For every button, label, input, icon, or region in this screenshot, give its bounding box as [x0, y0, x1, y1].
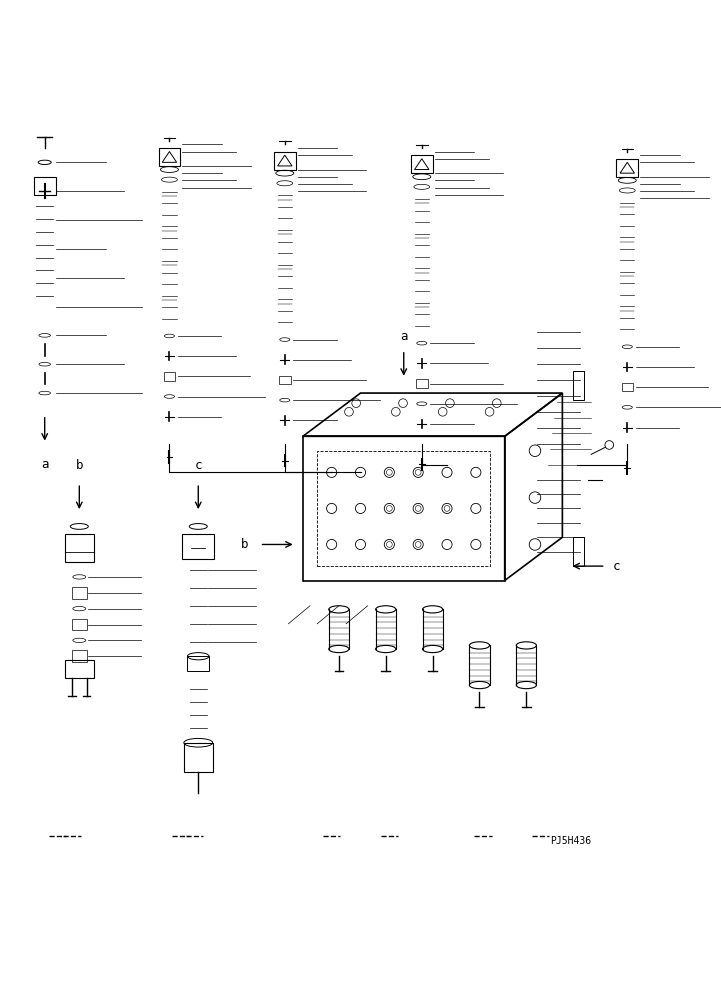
Bar [164, 372, 175, 380]
Bar [65, 660, 94, 678]
Text: PJ5H436: PJ5H436 [550, 837, 591, 847]
Bar [616, 159, 638, 177]
Bar [573, 371, 584, 400]
Text: a: a [41, 458, 48, 471]
Text: b: b [242, 538, 249, 551]
Bar [622, 382, 633, 391]
Bar [279, 375, 291, 384]
Text: c: c [195, 459, 202, 472]
Bar [34, 177, 56, 195]
Bar [184, 743, 213, 772]
Bar [416, 379, 428, 388]
Bar [187, 656, 209, 671]
Bar [72, 650, 87, 662]
Bar [182, 534, 214, 559]
Bar [573, 537, 584, 566]
Bar [72, 587, 87, 599]
Bar [411, 155, 433, 173]
Bar [65, 534, 94, 562]
Bar [274, 151, 296, 170]
Text: b: b [76, 459, 83, 472]
Text: a: a [400, 330, 407, 343]
Text: c: c [613, 559, 620, 573]
Bar [72, 618, 87, 630]
Bar [159, 148, 180, 166]
